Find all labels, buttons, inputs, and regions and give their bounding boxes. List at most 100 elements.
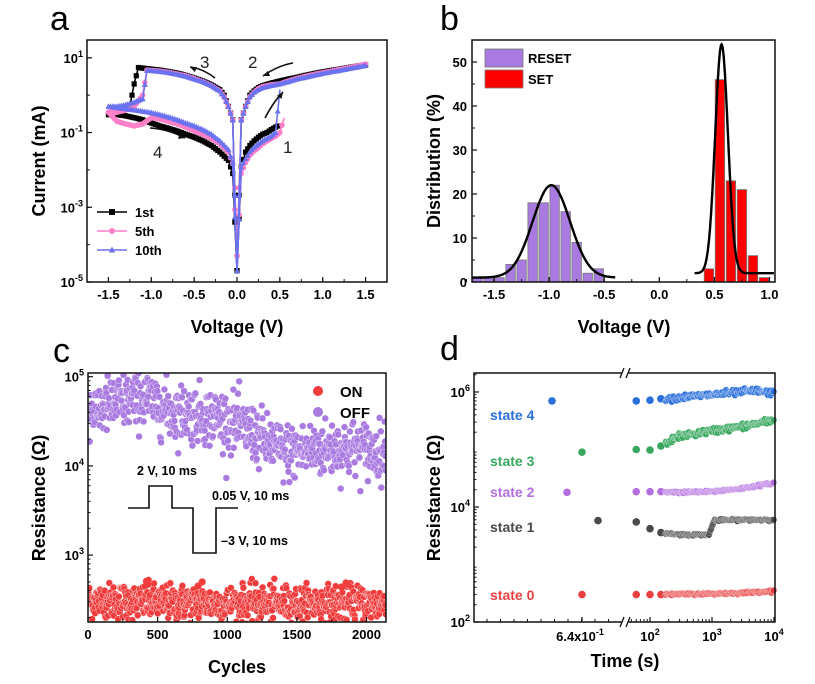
point-OFF bbox=[381, 437, 386, 446]
sweep-label-4: 4 bbox=[153, 143, 162, 162]
marker-triangle bbox=[242, 155, 249, 162]
point-ON bbox=[166, 579, 174, 587]
point-OFF bbox=[328, 422, 336, 430]
marker-triangle bbox=[221, 93, 228, 100]
y-tick-label: 102 bbox=[451, 613, 470, 630]
y-tick-label: 106 bbox=[451, 383, 470, 400]
y-tick-label: 105 bbox=[65, 368, 84, 385]
point-OFF bbox=[249, 406, 258, 415]
point-OFF bbox=[284, 468, 293, 476]
point-OFF bbox=[340, 423, 349, 431]
x-tick-label: -1.0 bbox=[538, 287, 560, 302]
point-OFF bbox=[269, 457, 277, 465]
y-tick-label: 40 bbox=[453, 99, 467, 114]
pulse-label-read: 0.05 V, 10 ms bbox=[212, 489, 289, 503]
x-tick-label-base: 10 bbox=[764, 629, 778, 644]
point-OFF bbox=[166, 430, 174, 438]
marker-triangle bbox=[227, 109, 234, 116]
point-OFF bbox=[334, 430, 342, 439]
marker-square bbox=[129, 92, 135, 98]
x-tick-label: 103 bbox=[702, 627, 721, 644]
point-pre-break bbox=[563, 488, 571, 497]
frame-right-part bbox=[628, 372, 776, 623]
y-tick-label: 0 bbox=[460, 275, 467, 290]
y-tick-label: 10-1 bbox=[61, 124, 83, 141]
arrow-3-head bbox=[190, 67, 197, 73]
series-10th bbox=[105, 62, 369, 274]
legend-label-ON: ON bbox=[340, 384, 363, 401]
marker-triangle bbox=[229, 160, 236, 166]
marker-triangle bbox=[240, 109, 247, 116]
point-OFF bbox=[117, 397, 126, 405]
scatter-state-4 bbox=[548, 384, 777, 406]
marker-triangle bbox=[242, 103, 249, 109]
sweep-label-3: 3 bbox=[200, 53, 209, 72]
point-OFF bbox=[209, 432, 217, 440]
x-tick-label: 0 bbox=[84, 627, 91, 642]
marker-triangle bbox=[141, 81, 148, 88]
point-OFF bbox=[351, 472, 360, 480]
point-post-break bbox=[632, 487, 641, 496]
frame-left-part bbox=[473, 372, 622, 623]
point-OFF bbox=[157, 438, 165, 447]
point-OFF bbox=[253, 455, 261, 463]
plot-frame-b bbox=[471, 39, 776, 283]
marker-triangle bbox=[231, 213, 238, 220]
legend-marker-triangle bbox=[108, 246, 116, 253]
bar-SET bbox=[703, 268, 715, 283]
point-OFF bbox=[380, 417, 386, 426]
point-ON bbox=[178, 582, 187, 590]
marker-square bbox=[245, 146, 251, 152]
point-ON bbox=[302, 579, 311, 587]
y-tick-label-base: 10 bbox=[451, 385, 465, 400]
point-OFF bbox=[356, 487, 365, 495]
scatter-state-1 bbox=[594, 515, 777, 540]
point-OFF bbox=[180, 387, 188, 395]
arrow-2-head bbox=[263, 70, 270, 76]
panel-b-xlabel: Voltage (V) bbox=[578, 317, 671, 337]
point-OFF bbox=[183, 426, 191, 434]
point-post-break bbox=[770, 479, 777, 486]
sweep-label-2: 2 bbox=[248, 53, 257, 72]
point-post-break bbox=[770, 586, 777, 594]
point-OFF bbox=[345, 468, 353, 476]
y-tick-label-exp: 1 bbox=[78, 49, 83, 59]
point-OFF bbox=[125, 418, 133, 426]
point-OFF bbox=[103, 373, 112, 380]
y-tick-label-base: 10 bbox=[451, 500, 465, 515]
point-ON bbox=[251, 579, 260, 587]
x-tick-label: 500 bbox=[147, 627, 169, 642]
point-OFF bbox=[263, 409, 271, 417]
outlier-ON bbox=[198, 578, 206, 586]
point-OFF bbox=[193, 437, 202, 445]
axis-break-mark bbox=[619, 616, 625, 628]
panel-d-ylabel: Resistance (Ω) bbox=[424, 435, 444, 561]
point-ON bbox=[227, 584, 235, 592]
y-tick-label: 104 bbox=[65, 457, 84, 474]
bar-RESET bbox=[549, 184, 560, 283]
point-OFF bbox=[318, 427, 327, 436]
bar-RESET bbox=[582, 272, 593, 283]
marker-square bbox=[135, 64, 142, 71]
panel-b-histogram: -1.5 -1.0 -0.5 0.0 0.5 1.0 0 10 20 30 40 50 RESET SET bbox=[453, 39, 779, 302]
legend-swatch-SET bbox=[484, 69, 524, 89]
x-tick-label: 0.0 bbox=[650, 287, 668, 302]
point-OFF bbox=[258, 414, 267, 423]
plot-frame-d bbox=[473, 367, 776, 628]
point-OFF bbox=[119, 373, 128, 379]
point-OFF bbox=[364, 477, 372, 485]
point-OFF bbox=[135, 432, 143, 441]
marker-square bbox=[225, 157, 232, 163]
marker-triangle bbox=[225, 146, 232, 152]
fit-curve-RESET bbox=[472, 184, 616, 279]
x-tick-label: 0.5 bbox=[705, 287, 723, 302]
point-OFF bbox=[221, 395, 230, 403]
point-OFF bbox=[288, 425, 296, 433]
marker-triangle bbox=[244, 98, 251, 105]
x-tick-label: 102 bbox=[640, 627, 659, 644]
outlier-ON bbox=[343, 579, 351, 588]
point-OFF bbox=[139, 417, 148, 426]
x-tick-label: 2000 bbox=[352, 627, 381, 642]
x-tick-label: 1.5 bbox=[357, 287, 375, 302]
